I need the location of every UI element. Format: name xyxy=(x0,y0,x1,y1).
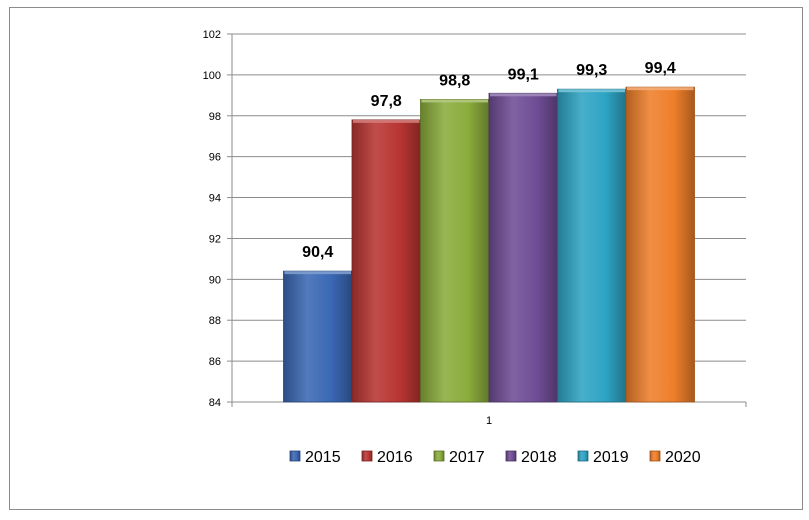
legend-label-2020: 2020 xyxy=(665,449,701,466)
bar-2016 xyxy=(351,119,421,403)
legend-item-2015: 2015 xyxy=(289,449,341,466)
legend-swatch-2015 xyxy=(289,450,301,462)
legend-item-2019: 2019 xyxy=(577,449,629,466)
legend-swatch-2016 xyxy=(361,450,373,462)
bar-bevel-2016 xyxy=(353,119,420,123)
y-tick-label: 100 xyxy=(203,70,221,82)
bar-bevel-2019 xyxy=(558,89,625,93)
data-label-2017: 98,8 xyxy=(439,72,470,89)
legend-swatch-2019 xyxy=(577,450,589,462)
legend-label-2018: 2018 xyxy=(521,449,557,466)
y-tick-label: 86 xyxy=(209,356,221,368)
legend-label-2019: 2019 xyxy=(593,449,629,466)
legend-item-2018: 2018 xyxy=(505,449,557,466)
legend-label-2015: 2015 xyxy=(305,449,341,466)
legend-item-2016: 2016 xyxy=(361,449,413,466)
legend: 2015 2016 2017 2018 2019 2020 xyxy=(289,449,701,466)
x-tick-label: 1 xyxy=(486,415,492,427)
y-tick-label: 92 xyxy=(209,233,221,245)
y-tick-label: 94 xyxy=(209,193,221,205)
data-label-2016: 97,8 xyxy=(371,93,402,110)
y-tick-label: 98 xyxy=(209,111,221,123)
y-tick-label: 102 xyxy=(203,29,221,41)
y-tick-label: 90 xyxy=(209,274,221,286)
bar-2015 xyxy=(283,270,353,403)
y-tick-label: 96 xyxy=(209,152,221,164)
legend-swatch-2018 xyxy=(505,450,517,462)
legend-label-2017: 2017 xyxy=(449,449,485,466)
legend-swatch-2017 xyxy=(433,450,445,462)
y-tick-label: 84 xyxy=(209,397,221,409)
data-label-2020: 99,4 xyxy=(645,60,676,77)
bar-2018 xyxy=(488,92,558,403)
data-label-2015: 90,4 xyxy=(302,244,333,261)
y-tick-label: 88 xyxy=(209,315,221,327)
legend-swatch-2020 xyxy=(649,450,661,462)
bar-bevel-2018 xyxy=(490,93,557,97)
bar-2017 xyxy=(420,99,490,403)
bar-2020 xyxy=(625,86,695,403)
legend-item-2017: 2017 xyxy=(433,449,485,466)
data-label-2018: 99,1 xyxy=(508,66,539,83)
bar-bevel-2020 xyxy=(627,87,694,91)
bar-2019 xyxy=(557,88,627,403)
legend-item-2020: 2020 xyxy=(649,449,701,466)
bar-bevel-2015 xyxy=(284,271,351,275)
bars xyxy=(283,86,695,403)
legend-label-2016: 2016 xyxy=(377,449,413,466)
bar-bevel-2017 xyxy=(421,99,488,103)
data-label-2019: 99,3 xyxy=(576,62,607,79)
data-labels: 90,4 97,8 98,8 99,1 99,3 99,4 xyxy=(302,60,676,261)
